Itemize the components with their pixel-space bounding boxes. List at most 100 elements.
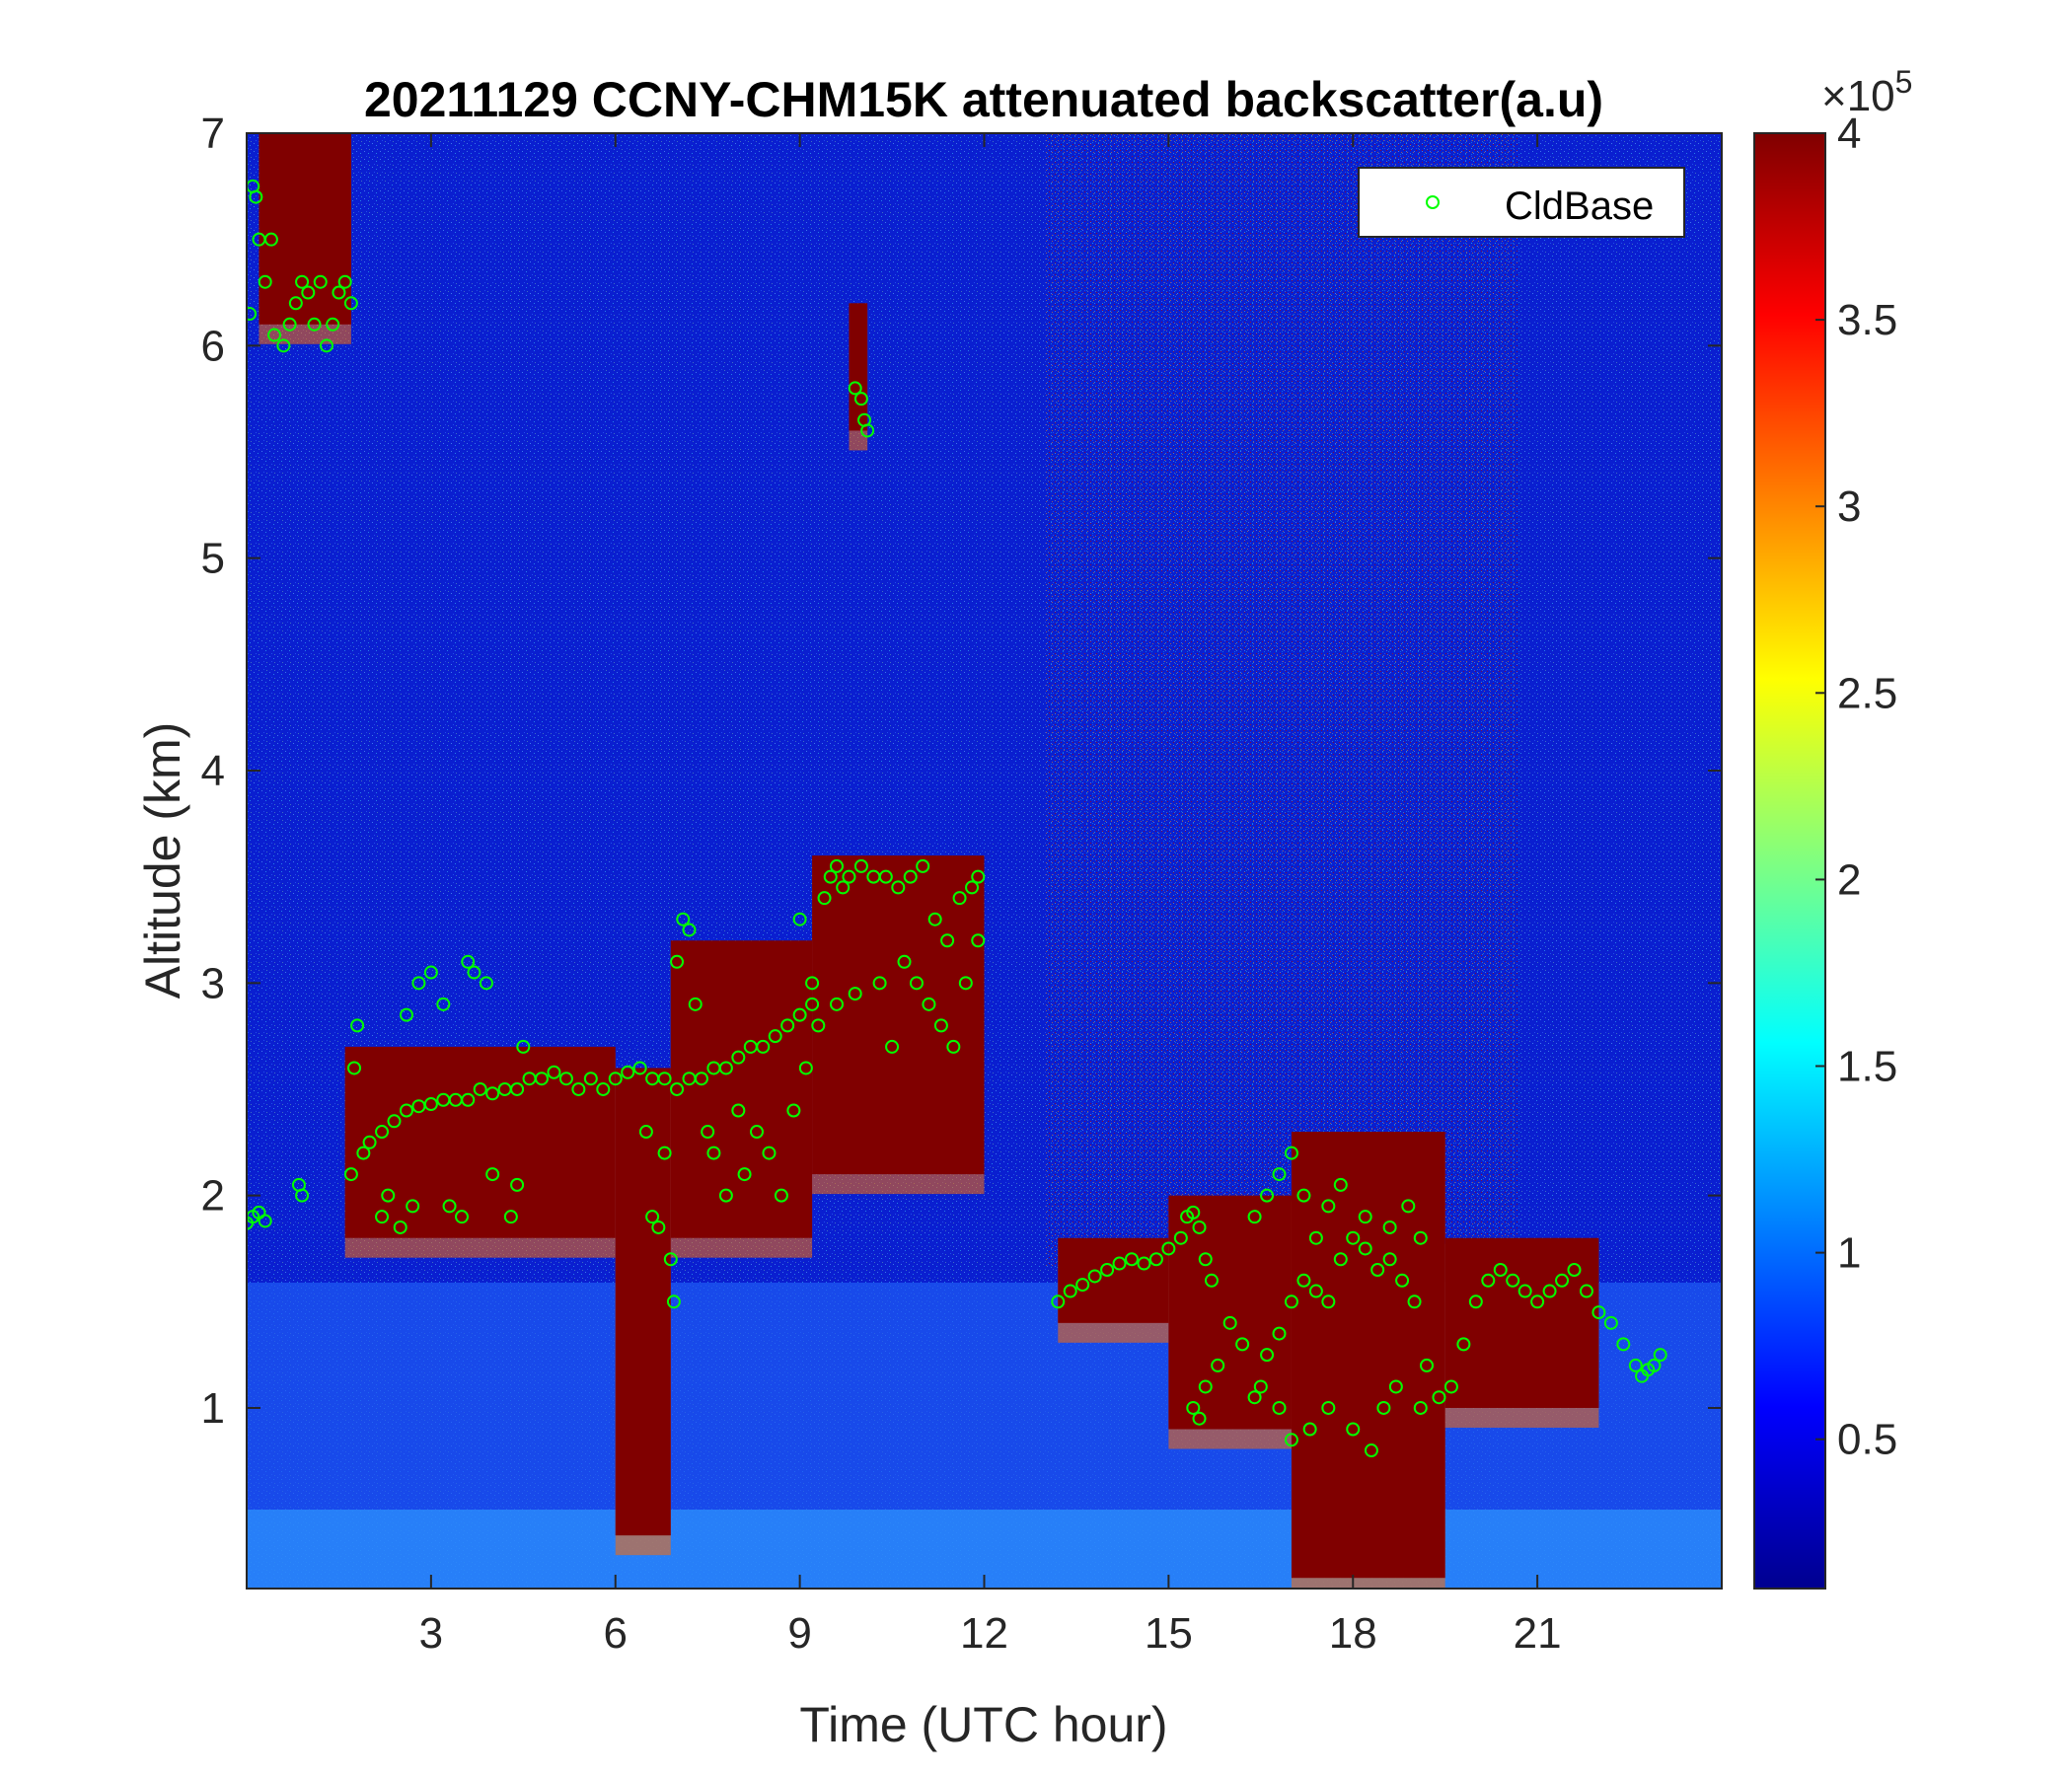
cldbase-point [1051,1295,1066,1309]
cldbase-point [1192,1411,1207,1426]
cldbase-point [940,933,955,948]
cldbase-point [1284,1433,1298,1447]
chart-title: 20211129 CCNY-CHM15K attenuated backscat… [364,72,1603,127]
cldbase-point [1186,1400,1201,1415]
cldbase-point [792,912,807,926]
cldbase-point [258,274,272,289]
cloud-layer [344,1046,616,1238]
cloud-layer [259,133,351,325]
cldbase-point [922,997,936,1011]
x-tick-label: 3 [419,1609,443,1658]
cldbase-point [1388,1379,1403,1394]
cldbase-point [737,1167,752,1182]
cldbase-point [1382,1220,1397,1234]
cldbase-point [786,1103,801,1118]
cldbase-point [288,296,303,311]
cldbase-point [1333,1177,1348,1192]
y-tick-label: 1 [201,1384,225,1433]
cldbase-point [694,1072,708,1086]
cldbase-point [1420,1358,1434,1372]
cldbase-point [731,1050,746,1065]
cldbase-point [933,1018,948,1033]
cldbase-point [1376,1400,1391,1415]
cldbase-point [842,869,856,884]
cldbase-point [313,274,328,289]
cldbase-point [1413,1230,1428,1245]
cldbase-point [1260,1188,1275,1203]
cldbase-point [798,1061,813,1075]
y-tick-label: 4 [201,747,225,795]
cldbase-point [891,880,906,895]
cldbase-point [347,1061,362,1075]
multiplier-exponent: 5 [1895,64,1913,100]
cldbase-point [670,1081,685,1096]
cldbase-point [1272,1167,1287,1182]
cldbase-point [1192,1220,1207,1234]
cldbase-point [1456,1337,1471,1352]
cldbase-point [632,1061,647,1075]
cldbase-point [971,869,986,884]
cldbase-point [638,1125,653,1140]
cldbase-point [381,1188,396,1203]
cldbase-point [1321,1199,1336,1214]
cldbase-point [362,1135,377,1149]
cldbase-point [909,976,924,991]
cldbase-point [853,392,868,407]
cloud-layer [1444,1237,1599,1408]
cldbase-point [510,1081,525,1096]
cldbase-point [774,1188,788,1203]
cldbase-point [1567,1263,1582,1278]
cldbase-point [657,1072,672,1086]
cldbase-point [1272,1326,1287,1341]
cldbase-point [823,869,838,884]
cldbase-point [885,1039,900,1054]
cldbase-point [701,1125,715,1140]
colorbar-tick-label: 0.5 [1837,1416,1897,1464]
cloud-layer [1058,1237,1169,1323]
cldbase-point [337,274,352,289]
cldbase-point [927,912,942,926]
cldbase-point [411,976,426,991]
cldbase-point [878,869,893,884]
cldbase-point [1321,1295,1336,1309]
colorbar-tick-label: 2 [1837,855,1861,904]
cldbase-point [805,997,820,1011]
cldbase-point [1198,1252,1213,1267]
cldbase-point [1100,1263,1115,1278]
cldbase-point [295,274,310,289]
cldbase-point [1235,1337,1250,1352]
legend: CldBase [1358,167,1685,238]
cldbase-point [1346,1422,1361,1437]
cldbase-point [621,1065,635,1079]
cldbase-point [332,285,346,300]
cldbase-point [1481,1273,1496,1288]
cldbase-point [350,1018,365,1033]
plot-area [247,133,1722,1589]
high-noise-region [1046,133,1519,1268]
cldbase-point [860,423,875,438]
cloud-base-series [247,179,1667,1458]
cldbase-point [1432,1390,1446,1405]
cldbase-point [903,869,918,884]
cldbase-point [442,1199,457,1214]
cloud-layer [615,1068,671,1536]
cldbase-point [1542,1284,1557,1298]
cldbase-point [1211,1358,1225,1372]
cldbase-point [356,1146,371,1160]
x-tick-label: 21 [1514,1609,1562,1658]
cldbase-point [1616,1337,1631,1352]
cldbase-point [467,965,481,980]
cldbase-point [768,1029,782,1044]
cldbase-point [510,1177,525,1192]
cldbase-point [952,891,967,906]
colorbar-tick-label: 1 [1837,1229,1861,1278]
cldbase-point [1186,1205,1201,1220]
cldbase-point [375,1125,390,1140]
cldbase-point [535,1072,549,1086]
cldbase-point [792,1007,807,1022]
cldbase-point [1413,1400,1428,1415]
cldbase-point [267,328,282,342]
cldbase-point [706,1146,721,1160]
cldbase-point [387,1114,402,1129]
cloud-layers [259,133,1599,1589]
